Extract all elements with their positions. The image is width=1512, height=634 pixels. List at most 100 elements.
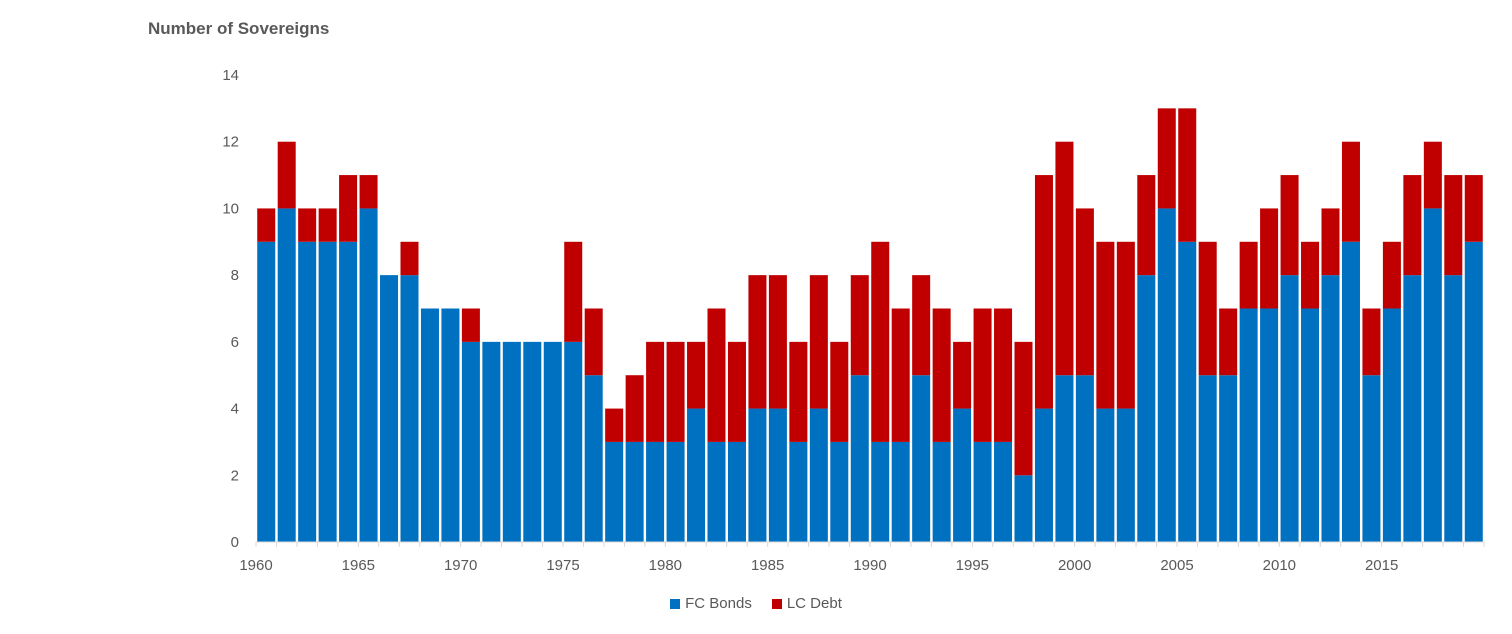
bar-lc-debt-1970: [461, 308, 480, 342]
legend-item-lc-debt: LC Debt: [771, 595, 842, 612]
x-tick-label: 2005: [1160, 557, 1193, 574]
bar-fc-bonds-1995: [973, 441, 992, 542]
bar-lc-debt-1983: [727, 341, 746, 442]
y-tick-label: 14: [222, 67, 239, 84]
bar-fc-bonds-2016: [1403, 275, 1422, 542]
bar-lc-debt-1994: [953, 341, 972, 409]
y-tick-label: 12: [222, 134, 239, 151]
bar-fc-bonds-1973: [523, 341, 542, 542]
bar-fc-bonds-1985: [768, 408, 787, 542]
bar-lc-debt-2001: [1096, 241, 1115, 409]
x-tick-label: 1975: [546, 557, 579, 574]
bar-fc-bonds-1964: [339, 241, 358, 543]
bar-lc-debt-1976: [584, 308, 603, 376]
bar-lc-debt-1993: [932, 308, 951, 442]
bar-fc-bonds-1996: [994, 441, 1013, 542]
bar-lc-debt-1975: [564, 241, 583, 342]
x-axis: 1960 1965 1970 1975 1980 1985 1990 1995 2000 2005…: [239, 541, 1485, 574]
x-tick-label: 1990: [853, 557, 886, 574]
bar-fc-bonds-1981: [687, 408, 706, 542]
x-tick-label: 1985: [751, 557, 784, 574]
bar-fc-bonds-2006: [1198, 375, 1217, 542]
bar-fc-bonds-2018: [1444, 275, 1463, 542]
bar-lc-debt-1999: [1055, 141, 1074, 376]
bar-fc-bonds-1979: [646, 441, 665, 542]
y-tick-label: 6: [231, 334, 239, 351]
bar-lc-debt-1990: [871, 241, 890, 442]
bar-lc-debt-2017: [1423, 141, 1442, 209]
bar-fc-bonds-1994: [953, 408, 972, 542]
bar-fc-bonds-2009: [1260, 308, 1279, 542]
bar-fc-bonds-1997: [1014, 475, 1033, 542]
bar-fc-bonds-1984: [748, 408, 767, 542]
bar-fc-bonds-2012: [1321, 275, 1340, 542]
bar-fc-bonds-1991: [891, 441, 910, 542]
bar-fc-bonds-2003: [1137, 275, 1156, 542]
bar-fc-bonds-2014: [1362, 375, 1381, 542]
bar-fc-bonds-2000: [1075, 375, 1094, 542]
bars-group: [257, 108, 1483, 543]
bar-fc-bonds-2001: [1096, 408, 1115, 542]
bar-lc-debt-2018: [1444, 175, 1463, 276]
chart-title: Number of Sovereigns: [148, 19, 330, 38]
bar-fc-bonds-1988: [830, 441, 849, 542]
x-tick-label: 1995: [956, 557, 989, 574]
bar-fc-bonds-2019: [1464, 241, 1483, 543]
bar-lc-debt-2010: [1280, 175, 1299, 276]
bar-fc-bonds-1971: [482, 341, 501, 542]
bar-lc-debt-2002: [1116, 241, 1135, 409]
y-tick-label: 2: [231, 467, 239, 484]
bar-lc-debt-1967: [400, 241, 419, 276]
bar-lc-debt-1981: [687, 341, 706, 409]
bar-lc-debt-1996: [994, 308, 1013, 442]
x-tick-label: 1965: [342, 557, 375, 574]
bar-fc-bonds-2015: [1382, 308, 1401, 542]
x-tick-label: 2010: [1263, 557, 1296, 574]
bar-fc-bonds-1965: [359, 208, 378, 542]
bar-lc-debt-1997: [1014, 341, 1033, 476]
bar-lc-debt-2012: [1321, 208, 1340, 276]
bar-fc-bonds-1989: [850, 375, 869, 542]
bar-lc-debt-1989: [850, 275, 869, 376]
bar-lc-debt-2004: [1157, 108, 1176, 209]
legend-swatch-lc-debt: [771, 598, 782, 609]
bar-lc-debt-2007: [1219, 308, 1238, 376]
bar-lc-debt-2006: [1198, 241, 1217, 376]
bar-fc-bonds-1966: [380, 275, 399, 542]
x-tick-label: 1970: [444, 557, 477, 574]
bar-fc-bonds-1976: [584, 375, 603, 542]
bar-lc-debt-1988: [830, 341, 849, 442]
bar-fc-bonds-2005: [1178, 241, 1197, 543]
x-tick-label: 1980: [649, 557, 682, 574]
bar-lc-debt-1982: [707, 308, 726, 442]
bar-lc-debt-1985: [768, 275, 787, 409]
bar-fc-bonds-1970: [461, 341, 480, 542]
bar-fc-bonds-1974: [543, 341, 562, 542]
y-tick-label: 0: [231, 534, 239, 551]
bar-lc-debt-1998: [1034, 175, 1053, 409]
legend-item-fc-bonds: FC Bonds: [670, 595, 752, 612]
bar-fc-bonds-2004: [1157, 208, 1176, 542]
bar-fc-bonds-1990: [871, 441, 890, 542]
bar-lc-debt-2009: [1260, 208, 1279, 309]
bar-fc-bonds-1998: [1034, 408, 1053, 542]
bar-fc-bonds-1972: [502, 341, 521, 542]
legend-label-fc-bonds: FC Bonds: [685, 595, 752, 612]
bar-fc-bonds-1962: [298, 241, 317, 543]
bar-lc-debt-2005: [1178, 108, 1197, 242]
bar-lc-debt-2014: [1362, 308, 1381, 376]
bar-lc-debt-1991: [891, 308, 910, 442]
bar-lc-debt-1961: [277, 141, 296, 209]
bar-lc-debt-1965: [359, 175, 378, 209]
bar-fc-bonds-1960: [257, 241, 276, 543]
x-tick-label: 2000: [1058, 557, 1091, 574]
bar-fc-bonds-1968: [420, 308, 439, 542]
bar-fc-bonds-2008: [1239, 308, 1258, 542]
bar-fc-bonds-2011: [1301, 308, 1320, 542]
bar-lc-debt-2015: [1382, 241, 1401, 309]
bar-fc-bonds-1986: [789, 441, 808, 542]
y-tick-label: 4: [231, 401, 239, 418]
bar-lc-debt-2008: [1239, 241, 1258, 309]
legend-label-lc-debt: LC Debt: [786, 595, 842, 612]
